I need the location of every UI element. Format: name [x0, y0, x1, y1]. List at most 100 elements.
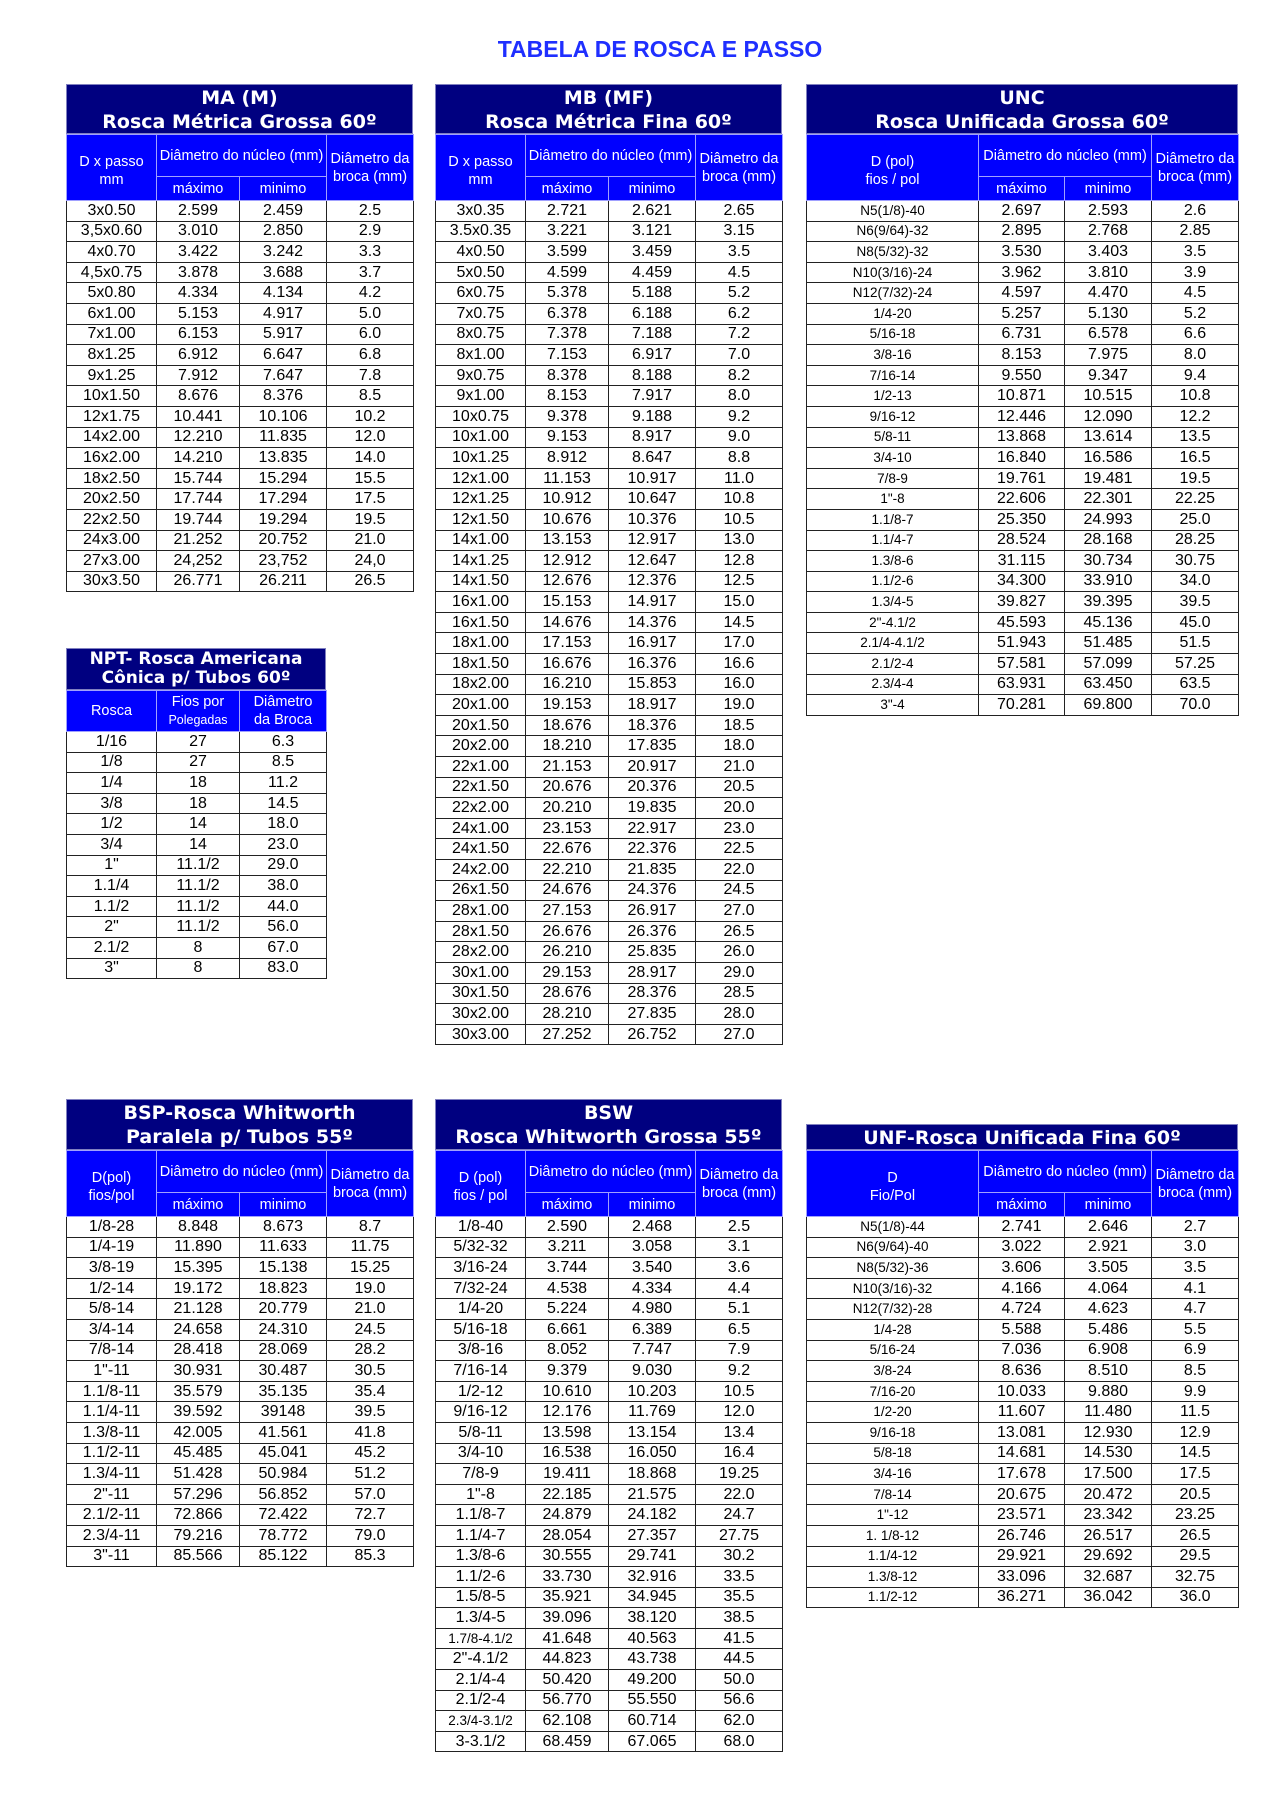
table-cell: 16.676 — [525, 653, 609, 675]
table-row: 1/2-20 11.607 11.480 11.5 — [806, 1401, 1240, 1423]
table-cell: 2.1/2-11 — [66, 1504, 157, 1526]
table-row: 6x1.00 5.153 4.917 5.0 — [66, 302, 415, 325]
table-title-line: UNF-Rosca Unificada Fina 60º — [863, 1127, 1181, 1149]
table-row: 24x1.00 23.153 22.917 23.0 — [435, 817, 784, 840]
table-cell: 7/32-24 — [435, 1277, 526, 1300]
table-cell: 1.3/8-6 — [435, 1545, 526, 1568]
table-cell: 3.962 — [978, 261, 1065, 284]
table-cell: 2"-4.1/2 — [806, 611, 979, 634]
table-cell: 10.871 — [978, 385, 1065, 407]
table-row: 22x2.00 20.210 19.835 20.0 — [435, 797, 784, 819]
table-cell: 4.166 — [978, 1277, 1065, 1300]
table-cell: 50.0 — [695, 1669, 784, 1691]
table-cell: 6.389 — [607, 1318, 697, 1341]
table-cell: 14.681 — [978, 1442, 1065, 1465]
table-row: 30x3.50 26.771 26.211 26.5 — [66, 570, 415, 593]
table-cell: 18.0 — [695, 735, 784, 758]
table-cell: 39.592 — [156, 1401, 240, 1423]
table-cell: 51.2 — [326, 1463, 415, 1485]
table-cell: 26.676 — [525, 920, 609, 943]
table-cell: 19.153 — [525, 694, 609, 716]
table-cell: 15.0 — [695, 591, 784, 613]
table-cell: 18.210 — [525, 735, 609, 758]
text: Diâmetro do núcleo (mm) — [983, 147, 1147, 164]
table-cell: 8x1.00 — [435, 344, 526, 366]
table-row: 1/4-19 11.890 11.633 11.75 — [66, 1236, 415, 1259]
table-row: 8x1.25 6.912 6.647 6.8 — [66, 344, 415, 366]
table-row: 12x1.75 10.441 10.106 10.2 — [66, 405, 415, 428]
table-cell: 3"-11 — [66, 1545, 157, 1568]
table-cell: 1"-12 — [806, 1504, 979, 1526]
table-cell: 15.5 — [326, 467, 415, 490]
table-cell: 12.8 — [695, 550, 784, 572]
table-cell: 2.741 — [978, 1216, 1065, 1238]
table-cell: 3.022 — [978, 1236, 1065, 1259]
table-cell: 27.0 — [695, 900, 784, 922]
table-cell: N8(5/32)-36 — [806, 1257, 979, 1279]
table-cell: 24.879 — [525, 1504, 609, 1526]
table-cell: 10.106 — [238, 405, 328, 428]
table-cell: 7.917 — [607, 385, 697, 407]
table-cell: 17.500 — [1063, 1463, 1153, 1485]
table-cell: 6.917 — [607, 344, 697, 366]
table-cell: 5.2 — [695, 282, 784, 304]
text: Diâmetro do núcleo (mm) — [159, 147, 324, 164]
table-cell: 9.030 — [607, 1360, 697, 1382]
table-cell: 17.835 — [607, 735, 697, 758]
table-cell: 16.917 — [607, 632, 697, 655]
table-cell: 11.1/2 — [156, 895, 240, 918]
table-row: 10x1.25 8.912 8.647 8.8 — [435, 447, 784, 469]
table-row: 9x1.00 8.153 7.917 8.0 — [435, 385, 784, 407]
table-cell: 30x1.00 — [435, 961, 526, 984]
table-cell: 51.485 — [1063, 632, 1153, 655]
table-cell: 24.5 — [695, 879, 784, 902]
header-nucleo: Diâmetro do núcleo (mm) — [977, 1150, 1153, 1193]
table-cell: 12.930 — [1063, 1421, 1153, 1444]
table-row: 30x2.00 28.210 27.835 28.0 — [435, 1003, 784, 1025]
table-cell: 5.378 — [525, 282, 609, 304]
table-row: 1/8-40 2.590 2.468 2.5 — [435, 1216, 784, 1238]
table-cell: 22.301 — [1063, 488, 1153, 510]
table-row: 5/8-11 13.868 13.614 13.5 — [806, 426, 1240, 449]
table-cell: 9.2 — [695, 405, 784, 428]
header-col1: D x passo mm — [435, 134, 526, 201]
text: D — [887, 1169, 898, 1186]
table-cell: 2" — [66, 916, 157, 938]
table-row: 1/2 14 18.0 — [66, 813, 327, 835]
table-row: 2"-4.1/2 44.823 43.738 44.5 — [435, 1648, 784, 1671]
table-cell: 20x2.00 — [435, 735, 526, 758]
table-row: 4x0.50 3.599 3.459 3.5 — [435, 241, 784, 263]
table-cell: 34.300 — [978, 570, 1065, 593]
table-cell: 26x1.50 — [435, 879, 526, 902]
table-cell: 10.5 — [695, 508, 784, 531]
table-cell: 3.5 — [1151, 241, 1240, 263]
text: minimo — [1084, 180, 1132, 197]
table-cell: 41.561 — [238, 1421, 328, 1444]
table-cell: N10(3/16)-32 — [806, 1277, 979, 1300]
header-broca: Diâmetro da broca (mm) — [695, 1150, 784, 1217]
table-cell: 6.6 — [1151, 323, 1240, 346]
table-cell: 70.0 — [1151, 694, 1240, 716]
header-max: máximo — [525, 1192, 609, 1217]
table-cell: 5.224 — [525, 1298, 609, 1320]
table-cell: 15.138 — [238, 1257, 328, 1279]
table-cell: 14 — [156, 833, 240, 856]
table-cell: 30x3.50 — [66, 570, 157, 593]
header-min: minimo — [607, 176, 697, 201]
table-row: 28x1.00 27.153 26.917 27.0 — [435, 900, 784, 922]
table-cell: 30.555 — [525, 1545, 609, 1568]
table-row: 2" 11.1/2 56.0 — [66, 916, 327, 938]
table-row: 3/8 18 14.5 — [66, 792, 327, 815]
table-cell: 17.5 — [326, 488, 415, 510]
table-row: 1.5/8-5 35.921 34.945 35.5 — [435, 1586, 784, 1609]
table-bsp: BSP-Rosca Whitworth Paralela p/ Tubos 55º… — [66, 1099, 415, 1568]
text: fios / pol — [865, 171, 920, 188]
table-cell: 1/4-28 — [806, 1318, 979, 1341]
table-cell: 28.917 — [607, 961, 697, 984]
table-row: 18x2.50 15.744 15.294 15.5 — [66, 467, 415, 490]
table-row: 1/4 18 11.2 — [66, 772, 327, 794]
table-cell: 15.25 — [326, 1257, 415, 1279]
table-row: 3.5x0.35 3.221 3.121 3.15 — [435, 220, 784, 243]
table-cell: 7.912 — [156, 364, 240, 387]
table-cell: 7/8-9 — [435, 1463, 526, 1485]
